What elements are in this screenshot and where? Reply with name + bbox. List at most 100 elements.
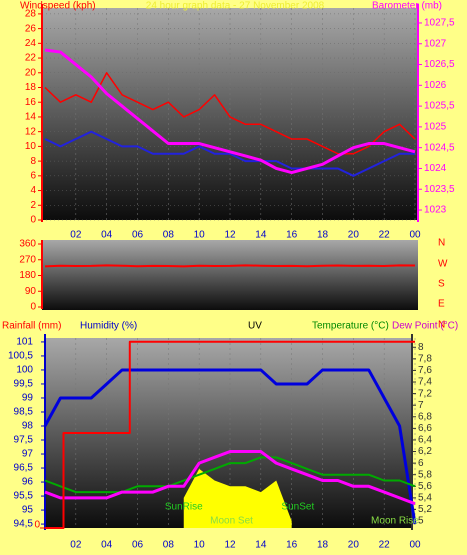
annotation: SunSet bbox=[281, 502, 314, 513]
axis-title: Rainfall (mm) bbox=[2, 321, 61, 332]
y2-tick-label: 8 bbox=[418, 342, 424, 353]
y2-tick-label: 5,8 bbox=[418, 469, 432, 480]
axis-title: Humidity (%) bbox=[80, 321, 137, 332]
annotation: Moon Rise bbox=[371, 516, 419, 527]
y2-tick-label: 5,6 bbox=[418, 481, 432, 492]
x-tick-label: 00 bbox=[409, 230, 421, 241]
axis-title: Temperature (°C) bbox=[312, 321, 389, 332]
y-tick-label: 8 bbox=[30, 156, 36, 167]
direction-label: W bbox=[438, 259, 448, 270]
direction-label: E bbox=[438, 299, 445, 310]
y-tick-label: 98,5 bbox=[14, 407, 34, 418]
y-tick-label: 101 bbox=[16, 337, 33, 348]
y2-tick-label: 1024,5 bbox=[424, 142, 455, 153]
x-tick-label: 08 bbox=[163, 230, 175, 241]
axis-title: UV bbox=[248, 321, 262, 332]
x-tick-label: 18 bbox=[317, 540, 329, 551]
series-line bbox=[45, 340, 415, 529]
series-line bbox=[44, 48, 416, 175]
y-tick-label: 99,5 bbox=[14, 379, 34, 390]
x-tick-label: 18 bbox=[317, 230, 329, 241]
y2-tick-label: 1027,5 bbox=[424, 18, 455, 29]
y-tick-label: 180 bbox=[19, 270, 36, 281]
series-line bbox=[44, 72, 416, 155]
y-tick-label: 270 bbox=[19, 254, 36, 265]
axis-title: Barometer (mb) bbox=[372, 1, 442, 12]
y2-tick-label: 6,2 bbox=[418, 446, 432, 457]
y-tick-label: 10 bbox=[25, 141, 37, 152]
series-line bbox=[44, 456, 416, 494]
x-tick-label: 12 bbox=[224, 230, 236, 241]
x-tick-label: 16 bbox=[286, 230, 298, 241]
y2-tick-label: 1023,5 bbox=[424, 184, 455, 195]
y-tick-label: 97 bbox=[22, 449, 34, 460]
x-tick-label: 10 bbox=[194, 540, 206, 551]
y2-tick-label: 1024 bbox=[424, 163, 447, 174]
y2-tick-label: 7,6 bbox=[418, 365, 432, 376]
annotation: SunRise bbox=[165, 502, 203, 513]
axis-title: Dew Point (°C) bbox=[392, 321, 458, 332]
y3-tick-label: 0 bbox=[34, 520, 40, 531]
y2-tick-label: 7 bbox=[418, 400, 424, 411]
series-line bbox=[44, 130, 415, 177]
y-tick-label: 100,5 bbox=[8, 351, 33, 362]
series-line bbox=[44, 450, 416, 506]
y-tick-label: 0 bbox=[30, 302, 36, 313]
uv-area bbox=[183, 468, 292, 528]
x-tick-label: 00 bbox=[409, 540, 421, 551]
y2-tick-label: 6,4 bbox=[418, 435, 432, 446]
x-tick-label: 14 bbox=[255, 230, 267, 241]
y2-tick-label: 1026,5 bbox=[424, 59, 455, 70]
y-tick-label: 0 bbox=[30, 215, 36, 226]
x-tick-label: 04 bbox=[101, 230, 113, 241]
y-tick-label: 97,5 bbox=[14, 435, 34, 446]
x-tick-label: 20 bbox=[348, 540, 360, 551]
y-tick-label: 26 bbox=[25, 23, 37, 34]
annotation: Moon Set bbox=[210, 516, 253, 527]
y2-tick-label: 6,8 bbox=[418, 411, 432, 422]
direction-label: N bbox=[438, 238, 445, 249]
axis-title: Windspeed (kph) bbox=[20, 1, 96, 12]
y2-tick-label: 5,2 bbox=[418, 504, 432, 515]
y-tick-label: 94,5 bbox=[14, 519, 34, 530]
y-tick-label: 14 bbox=[25, 112, 37, 123]
series-line bbox=[44, 264, 416, 268]
y-tick-label: 100 bbox=[16, 365, 33, 376]
y2-tick-label: 1027 bbox=[424, 38, 447, 49]
x-tick-label: 16 bbox=[286, 540, 298, 551]
y-tick-label: 22 bbox=[25, 53, 37, 64]
x-tick-label: 10 bbox=[194, 230, 206, 241]
y-tick-label: 12 bbox=[25, 126, 37, 137]
x-tick-label: 06 bbox=[132, 540, 144, 551]
y-tick-label: 18 bbox=[25, 82, 37, 93]
y-tick-label: 99 bbox=[22, 393, 34, 404]
y2-tick-label: 5,4 bbox=[418, 493, 432, 504]
y2-tick-label: 7,4 bbox=[418, 377, 432, 388]
y2-tick-label: 1025,5 bbox=[424, 101, 455, 112]
y2-tick-label: 7,8 bbox=[418, 353, 432, 364]
y-tick-label: 20 bbox=[25, 67, 37, 78]
y2-tick-label: 1026 bbox=[424, 80, 447, 91]
y2-tick-label: 1025 bbox=[424, 122, 447, 133]
y2-tick-label: 6,6 bbox=[418, 423, 432, 434]
x-tick-label: 22 bbox=[379, 230, 391, 241]
y-tick-label: 96,5 bbox=[14, 463, 34, 474]
x-tick-label: 06 bbox=[132, 230, 144, 241]
x-tick-label: 22 bbox=[379, 540, 391, 551]
series-line bbox=[43, 368, 417, 525]
x-tick-label: 12 bbox=[224, 540, 236, 551]
y-tick-label: 4 bbox=[30, 185, 36, 196]
chart-title: 24 hour graph data - 27 November 2008 bbox=[146, 1, 325, 12]
y-tick-label: 16 bbox=[25, 97, 37, 108]
direction-label: S bbox=[438, 279, 445, 290]
y-tick-label: 6 bbox=[30, 170, 36, 181]
y2-tick-label: 1023 bbox=[424, 205, 447, 216]
y-tick-label: 98 bbox=[22, 421, 34, 432]
y-tick-label: 360 bbox=[19, 239, 36, 250]
x-tick-label: 20 bbox=[348, 230, 360, 241]
y-tick-label: 95 bbox=[22, 505, 34, 516]
x-tick-label: 14 bbox=[255, 540, 267, 551]
x-tick-label: 02 bbox=[70, 540, 82, 551]
